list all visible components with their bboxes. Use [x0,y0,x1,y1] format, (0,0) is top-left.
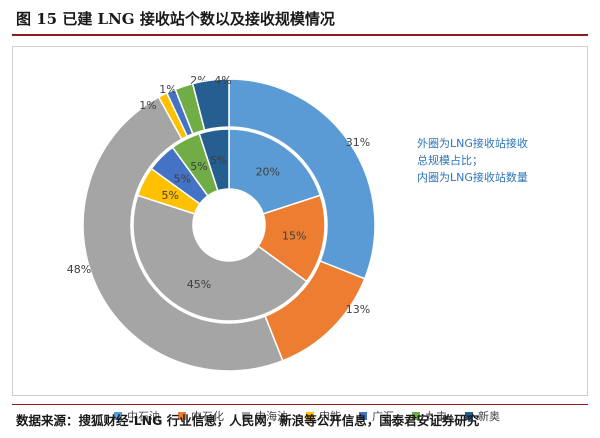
chart-note: 外圈为LNG接收站接收 总规模占比； 内圈为LNG接收站数量 [417,135,587,186]
legend-label: 申能 [319,410,341,423]
source-divider [12,404,588,405]
note-line-1: 外圈为LNG接收站接收 [417,137,528,150]
outer-label-1: 31% [346,136,370,149]
outer-label-7: 4% [214,74,231,87]
chart-title: 图 15 已建 LNG 接收站个数以及接收规模情况 [16,10,335,28]
legend-item-4: 申能 [306,408,341,424]
note-line-3: 内圈为LNG接收站数量 [417,171,528,184]
legend-item-5: 广汇 [359,408,394,424]
legend-label: 新奥 [478,410,500,423]
inner-label-5: 5% [174,172,191,185]
legend-label: 广汇 [372,410,394,423]
legend-swatch [306,412,314,420]
inner-slice-3 [132,194,308,322]
outer-slice-1 [228,78,376,280]
inner-slice-7 [198,128,230,192]
legend-label: 九丰 [425,410,447,423]
outer-label-2: 13% [346,303,370,316]
legend-item-6: 九丰 [412,408,447,424]
legend-swatch [412,412,420,420]
legend-swatch [242,412,250,420]
chart-panel: 31% 13% 48% 1% 1% 2% 4% 20% 15% 45% 5% 5% 5% 5% 外圈为LN… [12,46,588,423]
inner-label-4: 5% [161,189,178,202]
donut-chart: 31%13%48%1%1%2% 4%20%15%45%5%5%5% 5% [67,74,376,372]
inner-slice-2 [257,194,326,283]
legend-item-3: 中海油 [242,408,288,424]
outer-label-4: 1% [139,99,156,112]
legend-label: 中石油 [127,410,160,423]
title-divider [12,34,588,36]
outer-slice-7 [191,78,230,131]
chart-legend: 中石油 中石化 中海油 申能 广汇 九丰 新奥 [27,407,587,425]
legend-label: 中石化 [191,410,224,423]
note-line-2: 总规模占比； [417,154,483,167]
legend-item-7: 新奥 [465,408,500,424]
legend-swatch [465,412,473,420]
legend-item-2: 中石化 [178,408,224,424]
outer-label-5: 1% [159,83,176,96]
legend-item-1: 中石油 [114,408,160,424]
inner-label-6: 5% [190,160,207,173]
inner-label-1: 20% [256,166,280,179]
inner-slice-1 [228,128,322,215]
legend-swatch [114,412,122,420]
source-note: 数据来源：搜狐财经-LNG 行业信息，人民网，新浪等公开信息，国泰君安证券研究 [16,413,480,428]
legend-label: 中海油 [255,410,288,423]
inner-label-7: 5% [210,154,227,167]
inner-label-2: 15% [282,229,306,242]
legend-swatch [359,412,367,420]
outer-label-3: 48% [67,263,91,276]
legend-swatch [178,412,186,420]
inner-label-3: 45% [187,278,211,291]
outer-slice-3 [82,96,284,372]
